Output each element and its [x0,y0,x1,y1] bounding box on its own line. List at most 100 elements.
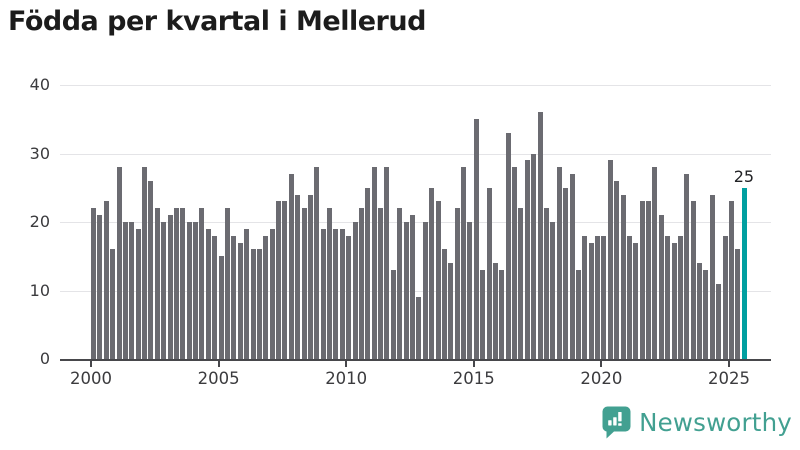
bar [569,174,575,359]
bar [110,249,116,359]
bar [282,201,288,359]
bar [346,235,352,359]
bar [620,194,626,359]
bar [352,222,358,359]
highlighted-bar-latest-quarter [741,187,747,359]
newsworthy-bubble-icon [601,405,632,439]
gridline-y40 [60,85,771,86]
bar [716,283,722,359]
bar [722,235,728,359]
y-tick-label: 20 [29,212,50,231]
bar [435,201,441,359]
bar [397,208,403,359]
bar [486,187,492,359]
x-tick [472,361,475,367]
x-tick-label: 2020 [580,369,623,388]
bar [256,249,262,359]
bar [327,208,333,359]
bar [729,201,734,359]
gridline-y30 [60,153,771,155]
x-tick [345,361,348,367]
x-tick-label: 2000 [70,369,112,388]
bar [116,167,122,359]
bar [339,228,345,359]
bar [333,228,339,359]
bar [614,180,620,359]
bar [531,153,537,359]
bar [543,208,549,359]
bar [167,215,173,359]
bar [154,208,160,359]
bar [231,235,237,359]
bar [697,263,703,359]
x-axis-line [60,359,771,361]
y-tick-label: 0 [39,349,50,368]
bar [575,269,581,359]
bar [684,174,690,359]
bar [390,269,396,359]
y-tick-label: 40 [29,75,50,94]
chart-title: Födda per kvartal i Mellerud [8,6,426,37]
bar [410,215,415,359]
newsworthy-logo[interactable]: Newsworthy [601,405,792,439]
bar [122,222,128,359]
bar [97,215,103,359]
bar [646,201,652,359]
bar [518,208,524,359]
bar [384,167,390,359]
bar [422,222,428,359]
bar [307,194,313,359]
bar [263,235,269,359]
bar [301,208,307,359]
bar [358,208,364,359]
bar [601,235,607,359]
bar [480,269,486,359]
bar [276,201,282,359]
bar [473,119,479,359]
bar [467,222,473,359]
x-tick-label: 2015 [452,369,495,388]
x-tick [728,361,730,367]
bar [135,228,141,359]
bar [550,222,556,359]
bar [524,160,530,359]
bar [588,242,594,359]
bar [212,235,218,359]
x-tick [217,361,220,367]
x-tick-label: 2010 [325,369,368,388]
bar [448,263,454,359]
newsworthy-wordmark: Newsworthy [639,407,792,437]
bar [416,297,422,359]
bar [103,201,109,359]
bar [148,180,154,359]
bar [652,167,658,359]
bar [626,235,632,359]
bar [677,235,683,359]
last-value-label: 25 [733,166,755,186]
x-tick-label: 2025 [708,369,750,388]
bar [633,242,639,359]
bar [224,208,230,359]
x-tick [600,361,603,367]
plot-area [60,85,771,361]
x-tick [90,361,92,367]
bar [671,242,677,359]
bar [461,167,467,359]
bar [582,235,588,359]
bar [288,174,294,359]
bar [161,222,167,359]
bar [703,269,709,359]
y-tick-label: 10 [29,280,50,300]
bar [607,160,613,359]
bar [690,201,696,359]
bar [537,112,543,359]
bar [512,167,518,359]
bar [403,222,409,359]
bar [91,208,96,359]
gridline-y10 [60,290,771,292]
bar [499,269,505,359]
bar [295,194,301,359]
bar [180,208,186,359]
bar [658,215,664,359]
